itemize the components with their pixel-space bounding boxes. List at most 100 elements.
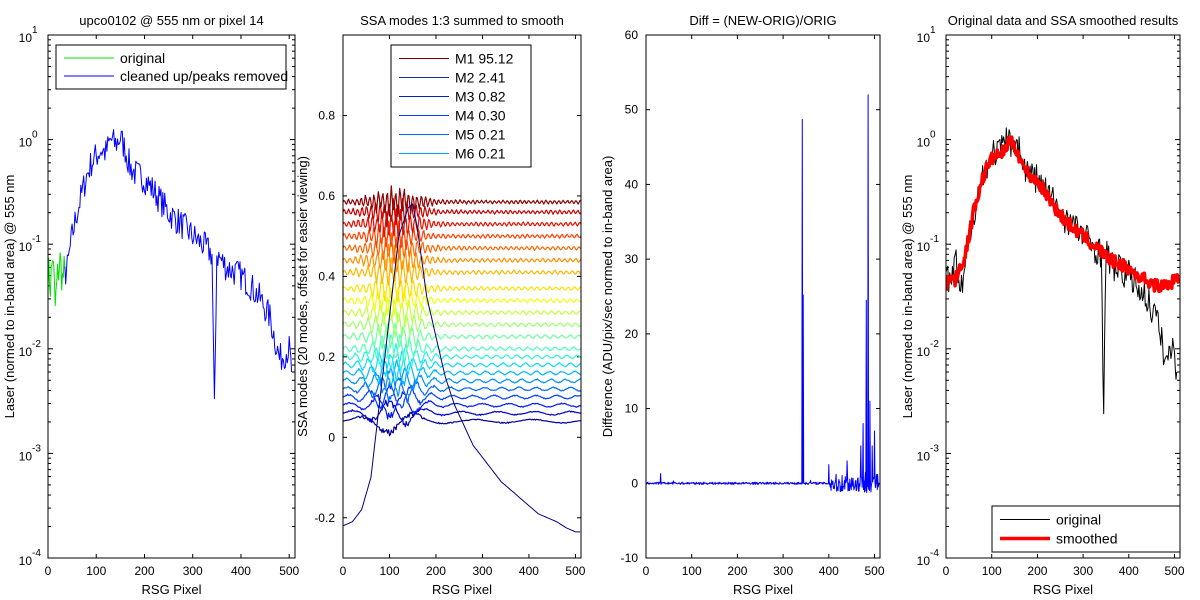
x-tick-label: 100 [682, 564, 702, 578]
legend: M1 95.12 M2 2.41 M3 0.82 M4 0.30 M5 0.21 M6 0… [390, 44, 532, 168]
mode-line [343, 257, 581, 288]
x-tick-label: 500 [565, 564, 585, 578]
x-tick-label: 500 [279, 564, 299, 578]
y-tick-exponent: -4 [32, 548, 41, 559]
plot-lines [343, 185, 581, 533]
y-tick-label: 10-1 [917, 234, 940, 254]
x-tick-label: 200 [426, 564, 446, 578]
y-tick-label: 10-2 [19, 339, 42, 359]
y-tick-label: 10-3 [19, 443, 42, 463]
mode-line [343, 350, 581, 381]
y-tick-label: 101 [917, 25, 936, 45]
mode-line [343, 322, 581, 350]
y-tick-exponent: -2 [930, 339, 939, 350]
x-tick-label: 0 [340, 564, 347, 578]
x-tick-label: 300 [472, 564, 492, 578]
y-tick-label: -10 [621, 551, 639, 565]
y-tick-exponent: -1 [930, 234, 939, 245]
x-tick-label: 300 [183, 564, 203, 578]
y-tick-label: 0.2 [318, 350, 335, 364]
mode-line [343, 297, 581, 328]
y-tick-exponent: 0 [930, 130, 936, 141]
y-tick-label: 100 [19, 130, 38, 150]
x-tick-label: 100 [379, 564, 399, 578]
x-tick-label: 0 [643, 564, 650, 578]
legend: original smoothed [991, 505, 1181, 553]
series-line [946, 135, 1180, 294]
legend-label: cleaned up/peaks removed [120, 68, 288, 84]
legend-label: M6 0.21 [455, 146, 506, 162]
panel-title: Original data and SSA smoothed results [948, 13, 1179, 28]
x-tick-label: 200 [134, 564, 154, 578]
y-tick-label: 50 [625, 103, 639, 117]
y-tick-label: 0 [328, 430, 335, 444]
plot-lines [946, 127, 1180, 415]
y-tick-exponent: -3 [32, 443, 41, 454]
y-tick-base: 10 [917, 345, 931, 359]
legend-label: original [120, 50, 165, 66]
y-tick-label: 0.4 [318, 269, 335, 283]
x-tick-label: 100 [982, 564, 1002, 578]
y-tick-label: -0.2 [314, 511, 335, 525]
y-axis-label: SSA modes (20 modes, offset for easier v… [295, 156, 310, 437]
y-tick-label: 100 [917, 130, 936, 150]
x-tick-label: 400 [231, 564, 251, 578]
mode-line [343, 399, 581, 428]
x-axis-label: RSG Pixel [432, 582, 492, 597]
axes-frame [47, 34, 296, 559]
axes-frame [645, 34, 881, 559]
x-tick-label: 200 [1027, 564, 1047, 578]
mode-line [343, 220, 581, 251]
mode-line [343, 381, 581, 410]
y-tick-base: 10 [19, 345, 33, 359]
y-tick-exponent: 1 [930, 25, 936, 36]
y-tick-label: 10-3 [917, 443, 940, 463]
y-tick-label: 0 [631, 476, 638, 490]
y-tick-base: 10 [917, 136, 931, 150]
x-axis-label: RSG Pixel [1033, 582, 1093, 597]
y-tick-base: 10 [917, 240, 931, 254]
legend-label: smoothed [1056, 531, 1117, 547]
mode-line [343, 286, 581, 317]
series-line [48, 252, 66, 307]
legend-label: M1 95.12 [455, 51, 514, 67]
panel-2: SSA modes 1:3 summed to smooth RSG Pixel 0… [295, 13, 586, 597]
y-tick-exponent: 1 [32, 25, 38, 36]
series-line [343, 203, 581, 533]
x-tick-label: 100 [86, 564, 106, 578]
x-tick-label: 300 [773, 564, 793, 578]
x-tick-label: 0 [943, 564, 950, 578]
legend-box [390, 44, 532, 168]
x-tick-label: 300 [1073, 564, 1093, 578]
x-tick-label: 200 [727, 564, 747, 578]
plot-lines [48, 129, 293, 400]
x-tick-label: 0 [45, 564, 52, 578]
panel-title: upco0102 @ 555 nm or pixel 14 [79, 13, 263, 28]
panel-title: SSA modes 1:3 summed to smooth [360, 13, 564, 28]
y-axis-label: Laser (normed to in-band area) @ 555 nm [2, 175, 17, 419]
y-tick-label: 0.6 [318, 189, 335, 203]
y-tick-exponent: -1 [32, 234, 41, 245]
mode-line [343, 342, 581, 372]
y-tick-base: 10 [19, 136, 33, 150]
y-tick-label: 10-2 [917, 339, 940, 359]
y-axis-label: Difference (ADU/pix/sec normed to in-ban… [600, 156, 615, 438]
mode-line [343, 366, 581, 397]
mode-line [343, 208, 581, 238]
y-tick-label: 40 [625, 177, 639, 191]
y-tick-base: 10 [917, 449, 931, 463]
x-tick-label: 400 [819, 564, 839, 578]
axes-frame [342, 34, 582, 559]
series-line [646, 94, 880, 494]
y-tick-label: 10-4 [917, 548, 940, 568]
panel-title: Diff = (NEW-ORIG)/ORIG [689, 13, 836, 28]
x-tick-label: 400 [519, 564, 539, 578]
x-tick-label: 400 [1119, 564, 1139, 578]
y-tick-base: 10 [19, 240, 33, 254]
y-axis-label: Laser (normed to in-band area) @ 555 nm [900, 175, 915, 419]
y-tick-base: 10 [19, 449, 33, 463]
mode-line [343, 334, 581, 362]
